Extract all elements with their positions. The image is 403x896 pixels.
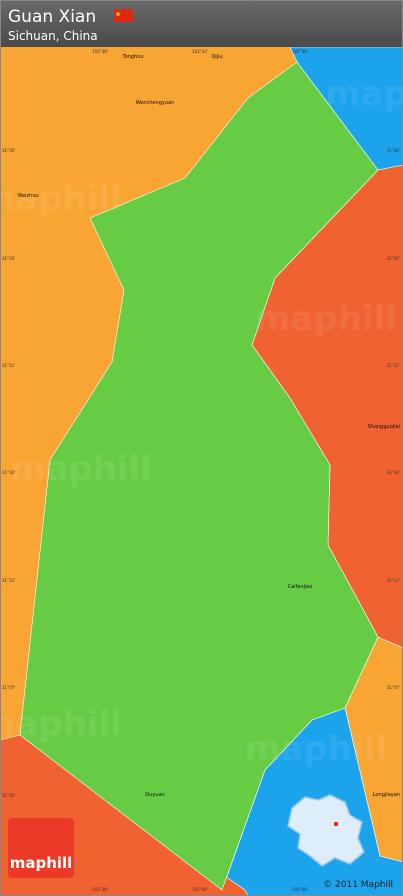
- province-inset: [287, 794, 365, 867]
- longitude: 103°48': [292, 49, 308, 54]
- latitude-labels: 31°30' 31°26' 31°21' 31°16' 31°12' 31°07…: [2, 148, 400, 798]
- watermark: maphill: [0, 704, 122, 744]
- logo-text[interactable]: maphill: [10, 854, 73, 872]
- place-label: Caifanjiao: [288, 584, 313, 590]
- flag-star: [115, 11, 121, 17]
- place-label: Duyuan: [145, 792, 164, 798]
- latitude: 31°21': [2, 363, 15, 368]
- latitude: 31°12': [387, 578, 400, 583]
- latitude: 31°26': [2, 256, 15, 261]
- place-label: Tonghou: [121, 54, 143, 60]
- watermark: maphill: [325, 74, 403, 114]
- longitude: 103°43': [192, 887, 208, 892]
- longitude: 103°43': [192, 49, 208, 54]
- subtitle: Sichuan, China: [8, 29, 98, 43]
- longitude: 103°38': [92, 49, 108, 54]
- place-label: Weizhou: [17, 193, 38, 199]
- place-label: Wenchengyuan: [136, 100, 175, 106]
- location-marker: [334, 822, 338, 826]
- place-label: Qijiu: [211, 54, 222, 60]
- region-green: [19, 61, 379, 891]
- watermark: maphill: [0, 179, 122, 219]
- watermark: maphill: [245, 729, 387, 769]
- longitude: 103°48': [292, 887, 308, 892]
- place-labels: Tonghou Qijiu Wenchengyuan Weizhou Shang…: [17, 54, 400, 798]
- latitude: 31°30': [2, 148, 15, 153]
- latitude: 31°02': [2, 793, 15, 798]
- longitude-labels: 103°38' 103°43' 103°48' 103°38' 103°43' …: [92, 49, 308, 892]
- flag: [114, 9, 133, 22]
- place-label: Shangguojiai: [368, 424, 400, 430]
- longitude: 103°38': [92, 887, 108, 892]
- place-label: Longjiayan: [373, 792, 400, 798]
- watermark: maphill: [255, 299, 397, 339]
- latitude: 31°26': [387, 256, 400, 261]
- latitude: 31°12': [2, 578, 15, 583]
- copyright: © 2011 Maphill: [323, 880, 393, 890]
- latitude: 31°07': [2, 685, 15, 690]
- latitude: 31°07': [387, 685, 400, 690]
- logo-box: [8, 818, 74, 878]
- watermark: maphill: [10, 449, 152, 489]
- header: [0, 0, 403, 47]
- title: Guan Xian: [8, 7, 96, 27]
- latitude: 31°16': [2, 470, 15, 475]
- latitude: 31°30': [387, 148, 400, 153]
- latitude: 31°16': [387, 470, 400, 475]
- latitude: 31°21': [387, 363, 400, 368]
